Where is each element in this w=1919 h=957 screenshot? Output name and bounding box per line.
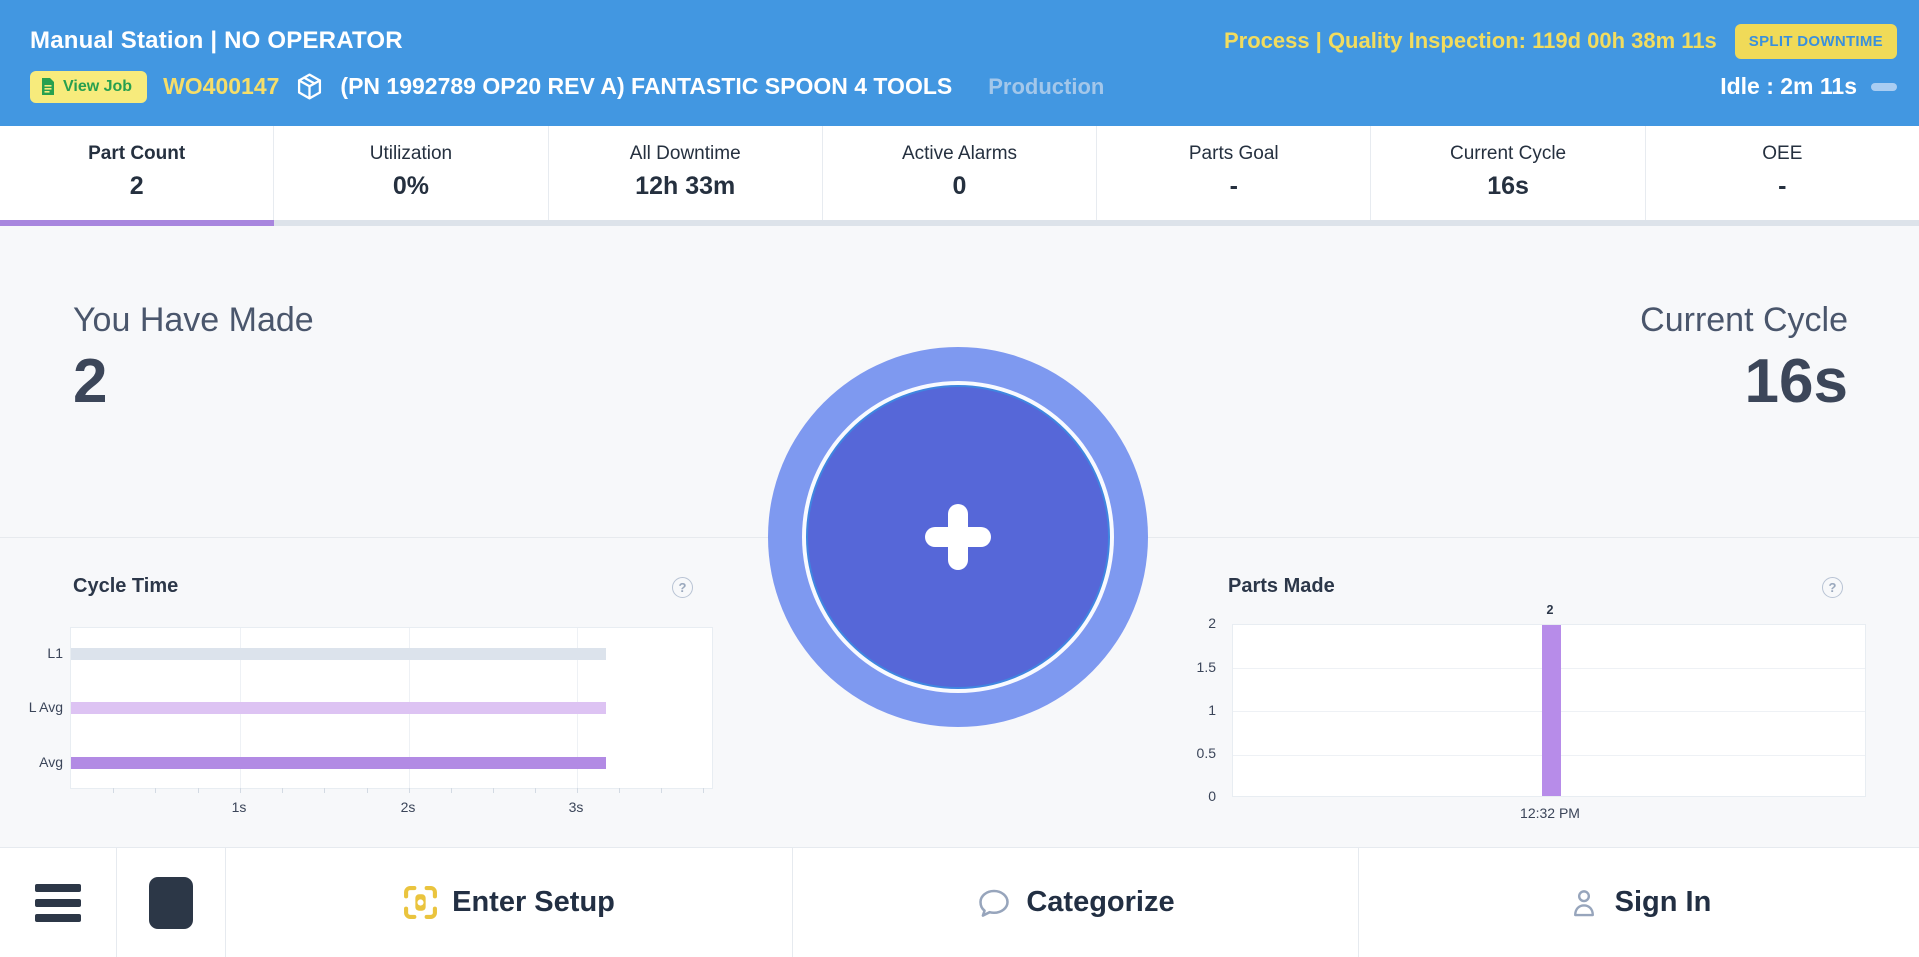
sign-in-button[interactable]: Sign In <box>1567 886 1712 920</box>
job-description: (PN 1992789 OP20 REV A) FANTASTIC SPOON … <box>340 73 953 99</box>
tab-value: 12h 33m <box>635 172 736 200</box>
tab-underline <box>822 220 1098 226</box>
stop-button[interactable] <box>149 876 193 929</box>
tab-underline <box>274 220 549 226</box>
parts-ytick-2: 2 <box>1208 615 1216 631</box>
current-cycle-summary: Current Cycle 16s <box>1640 300 1848 418</box>
tab-label: Parts Goal <box>1188 143 1279 164</box>
work-order-number: WO400147 <box>163 73 280 99</box>
tab-value: 16s <box>1487 172 1529 200</box>
cycle-bar-avg <box>71 757 606 769</box>
parts-bar-value-label: 2 <box>1546 603 1554 617</box>
tab-value: 0 <box>952 172 967 200</box>
tab-oee[interactable]: OEE - <box>1645 126 1919 226</box>
person-icon <box>1567 886 1601 920</box>
categorize-button[interactable]: Categorize <box>976 885 1175 921</box>
downtime-status-text: Process | Quality Inspection: 119d 00h 3… <box>1223 28 1717 53</box>
cycle-value: 16s <box>1744 347 1848 416</box>
cycle-row-label-avg: Avg <box>39 754 63 770</box>
tab-value: 2 <box>129 172 144 200</box>
enter-setup-label: Enter Setup <box>452 886 615 918</box>
menu-hamburger-button[interactable] <box>35 883 81 922</box>
add-part-button-inner[interactable] <box>806 385 1110 689</box>
cycle-time-plot <box>70 627 713 793</box>
footer-bar: Enter Setup Categorize <box>0 847 1919 957</box>
add-part-plus-icon <box>925 504 991 570</box>
tab-value: - <box>1229 172 1238 200</box>
parts-ytick-0-5: 0.5 <box>1196 745 1216 761</box>
tab-label: Active Alarms <box>901 143 1018 164</box>
tab-underline <box>1097 220 1372 226</box>
cycle-label: Current Cycle <box>1640 301 1848 339</box>
tab-underline <box>548 220 823 226</box>
view-job-label: View Job <box>63 77 133 95</box>
top-header: Manual Station | NO OPERATOR Process | Q… <box>0 0 1919 126</box>
cycle-bar-lavg <box>71 702 606 714</box>
help-icon[interactable]: ? <box>1822 577 1843 598</box>
tab-value: - <box>1778 172 1787 200</box>
document-icon <box>41 78 55 95</box>
tab-label: All Downtime <box>629 143 741 164</box>
parts-xtick-time: 12:32 PM <box>1520 805 1580 821</box>
tab-active-alarms[interactable]: Active Alarms 0 <box>822 126 1098 226</box>
tab-all-downtime[interactable]: All Downtime 12h 33m <box>548 126 823 226</box>
tab-utilization[interactable]: Utilization 0% <box>274 126 549 226</box>
made-value: 2 <box>73 347 108 416</box>
cycle-row-label-l1: L1 <box>47 645 63 661</box>
tab-current-cycle[interactable]: Current Cycle 16s <box>1371 126 1646 226</box>
parts-made-plot <box>1232 624 1866 797</box>
parts-made-summary: You Have Made 2 <box>73 300 314 418</box>
station-title: Manual Station | NO OPERATOR <box>30 27 403 54</box>
tab-underline <box>1645 220 1919 226</box>
parts-ytick-1: 1 <box>1208 702 1216 718</box>
enter-setup-button[interactable]: Enter Setup <box>403 885 615 920</box>
cycle-xtick-2s: 2s <box>400 799 416 815</box>
split-downtime-button[interactable]: SPLIT DOWNTIME <box>1734 23 1897 59</box>
job-stage: Production <box>988 73 1105 99</box>
metric-tabbar: Part Count 2 Utilization 0% All Downtime… <box>0 126 1919 226</box>
tab-underline <box>0 220 275 226</box>
tab-label: Current Cycle <box>1449 143 1567 164</box>
categorize-label: Categorize <box>1026 886 1175 918</box>
tab-underline <box>1371 220 1646 226</box>
view-job-button[interactable]: View Job <box>30 70 148 103</box>
cycle-bar-l1 <box>71 648 606 660</box>
tab-value: 0% <box>392 172 429 200</box>
add-part-button[interactable] <box>768 347 1148 727</box>
package-cube-icon <box>295 72 324 101</box>
parts-made-bar <box>1542 625 1561 796</box>
idle-timer: Idle : 2m 11s <box>1720 73 1857 99</box>
cycle-xtick-3s: 3s <box>568 799 584 815</box>
tab-parts-goal[interactable]: Parts Goal - <box>1097 126 1372 226</box>
minimize-dash-icon[interactable] <box>1871 82 1897 91</box>
sign-in-label: Sign In <box>1614 886 1712 918</box>
made-label: You Have Made <box>73 301 314 339</box>
parts-made-title: Parts Made <box>1228 575 1335 597</box>
tab-part-count[interactable]: Part Count 2 <box>0 126 275 226</box>
cycle-time-title: Cycle Time <box>73 575 179 597</box>
tab-label: Part Count <box>88 143 186 164</box>
cycle-row-label-lavg: L Avg <box>28 699 63 715</box>
setup-scan-icon <box>403 885 438 920</box>
help-icon[interactable]: ? <box>672 577 693 598</box>
speech-bubble-icon <box>976 885 1012 921</box>
parts-ytick-0: 0 <box>1208 788 1216 804</box>
parts-ytick-1-5: 1.5 <box>1196 659 1216 675</box>
cycle-xtick-1s: 1s <box>231 799 247 815</box>
tab-label: Utilization <box>369 143 453 164</box>
tab-label: OEE <box>1762 143 1803 164</box>
main-content: You Have Made 2 Current Cycle 16s Cycle … <box>0 226 1919 847</box>
